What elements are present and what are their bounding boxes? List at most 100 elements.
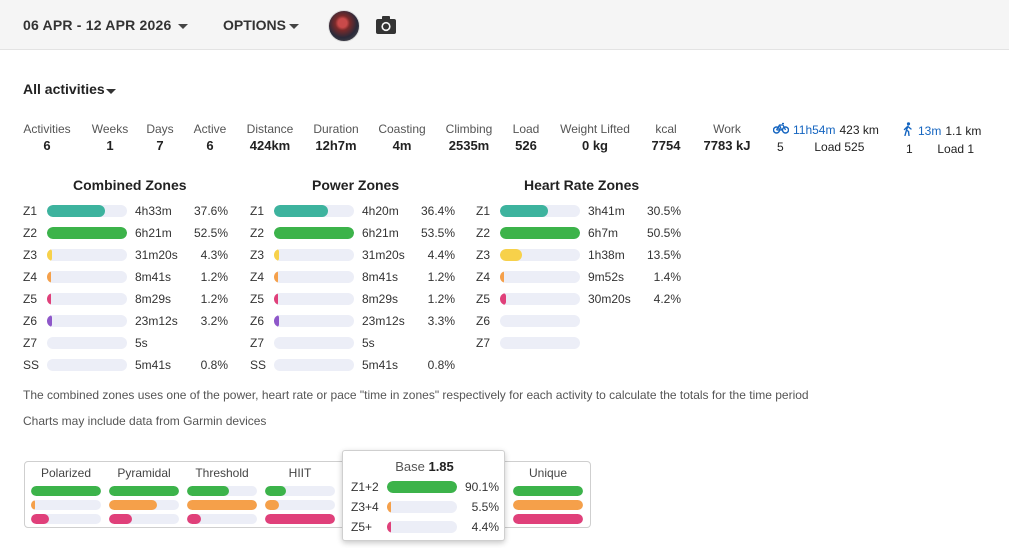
distribution-tooltip: Base 1.85 Z1+2 90.1% Z3+4 5.5% Z5+ 4.4% [342,450,505,541]
zone-bar [47,293,127,305]
stat-load: Load 526 [486,122,566,153]
zone-time: 4h33m [135,204,172,218]
combined-zones-title: Combined Zones [73,177,187,193]
tooltip-row-percent: 4.4% [471,520,499,534]
zone-percent: 1.2% [200,292,228,306]
tooltip-row-label: Z3+4 [351,500,379,514]
distribution-bar-fill [265,486,286,496]
stat-climbing: Climbing 2535m [429,122,509,153]
zone-bar-fill [274,315,279,327]
zone-percent: 0.8% [427,358,455,372]
avatar[interactable] [328,10,360,42]
activity-load: Load 1 [937,142,975,156]
distribution-bar-fill [31,500,36,510]
stat-label: Coasting [378,122,426,136]
zone-bar [47,249,127,261]
tooltip-bar-fill [387,521,391,533]
zone-row-z2: Z2 6h7m 50.5% [476,226,686,240]
distribution-bar-fill [265,514,335,524]
zone-bar [500,249,580,261]
activity-distance: 1.1 km [945,123,982,138]
stat-work: Work 7783 kJ [687,122,767,153]
zone-bar [47,337,127,349]
zone-percent: 53.5% [420,226,455,240]
distribution-hiit[interactable]: HIIT [263,462,337,524]
zone-row-z7: Z7 5s [250,336,460,350]
zone-time: 5s [135,336,148,350]
zone-percent: 1.2% [200,270,228,284]
activity-type-ride[interactable]: 11h54m 423 km 5 Load 525 [772,122,879,154]
options-menu-button[interactable]: OPTIONS [223,17,287,33]
zone-label: Z6 [476,314,491,328]
zone-bar [274,249,354,261]
zone-label: Z3 [476,248,491,262]
distribution-bar [265,514,335,524]
zone-time: 8m29s [362,292,399,306]
zone-label: Z7 [476,336,491,350]
distribution-pyramidal[interactable]: Pyramidal [107,462,181,524]
top-bar: 06 APR - 12 APR 2026 OPTIONS [0,0,1009,50]
tooltip-row-percent: 90.1% [464,480,499,494]
distribution-bar [265,500,335,510]
chevron-down-icon[interactable] [289,24,299,29]
zone-bar [274,293,354,305]
activity-load: Load 525 [814,140,865,154]
zone-bar [47,227,127,239]
zone-row-z4: Z4 9m52s 1.4% [476,270,686,284]
zone-bar-fill [500,271,504,283]
zone-bar-fill [47,293,51,305]
zone-bar-fill [47,271,51,283]
zone-label: Z2 [250,226,265,240]
stat-label: Load [512,122,540,136]
zone-bar [274,227,354,239]
zone-label: Z4 [476,270,491,284]
zone-label: SS [250,358,267,372]
stat-label: Activities [23,122,71,136]
distribution-threshold[interactable]: Threshold [185,462,259,524]
zone-bar [274,359,354,371]
tooltip-bar [387,521,457,533]
zone-time: 5m41s [135,358,172,372]
heart-rate-zones-title: Heart Rate Zones [524,177,640,193]
distribution-bar-fill [109,500,157,510]
stat-value: 4m [392,138,412,153]
zone-label: Z7 [23,336,38,350]
zone-bar-fill [274,271,278,283]
distribution-bar [187,514,257,524]
zone-row-z7: Z7 [476,336,686,350]
camera-icon[interactable] [375,15,397,40]
zone-label: Z2 [476,226,491,240]
zone-label: Z1 [23,204,38,218]
stat-value: 7 [156,138,164,153]
zone-time: 30m20s [588,292,631,306]
distribution-polarized[interactable]: Polarized [29,462,103,524]
zone-bar-fill [274,227,354,239]
zone-time: 3h41m [588,204,625,218]
chevron-down-icon[interactable] [106,89,116,94]
distribution-bar-fill [187,486,229,496]
stat-label: Weeks [91,122,129,136]
stat-activities: Activities 6 [7,122,87,153]
zone-label: SS [23,358,40,372]
zone-percent: 4.2% [653,292,681,306]
date-range-selector[interactable]: 06 APR - 12 APR 2026 [23,17,172,33]
zone-label: Z1 [250,204,265,218]
distribution-bar [31,514,101,524]
stat-label: Work [713,122,741,136]
intensity-distribution-chart: Polarized Pyramidal Threshold HIIT Unique [24,461,591,528]
activity-filter-dropdown[interactable]: All activities [23,81,105,97]
stat-value: 0 kg [581,138,608,153]
chevron-down-icon[interactable] [178,24,188,29]
zone-percent: 1.2% [427,270,455,284]
zone-percent: 36.4% [420,204,455,218]
tooltip-title: Base 1.85 [343,459,506,474]
distribution-bar-fill [187,500,257,510]
zone-time: 8m41s [362,270,399,284]
zone-label: Z5 [250,292,265,306]
activity-type-walk[interactable]: 13m 1.1 km 1 Load 1 [902,122,981,156]
tooltip-row: Z3+4 5.5% [351,500,501,514]
tooltip-row: Z1+2 90.1% [351,480,501,494]
distribution-bar [513,514,583,524]
distribution-unique[interactable]: Unique [511,462,585,524]
bike-icon [772,122,790,137]
